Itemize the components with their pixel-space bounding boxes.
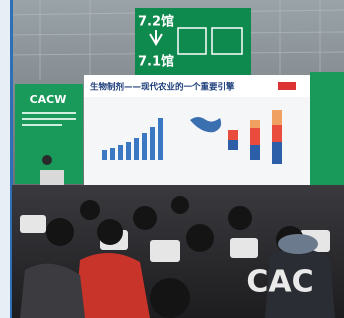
slide-logo xyxy=(278,82,296,90)
cap xyxy=(278,234,318,254)
photo: 7.2馆 7.1馆 CACW 生物制剂——现代农业的一个重要引擎 xyxy=(0,0,344,318)
right-screen xyxy=(310,72,344,192)
sign-upper: 7.2馆 xyxy=(138,14,174,30)
red-jacket xyxy=(75,253,150,318)
slide-title: 生物制剂——现代农业的一个重要引擎 xyxy=(90,82,235,93)
left-screen-logo: CACW xyxy=(30,93,67,106)
watermark: CAC xyxy=(246,265,313,300)
sign-lower: 7.1馆 xyxy=(138,54,174,70)
speaker xyxy=(42,155,52,165)
